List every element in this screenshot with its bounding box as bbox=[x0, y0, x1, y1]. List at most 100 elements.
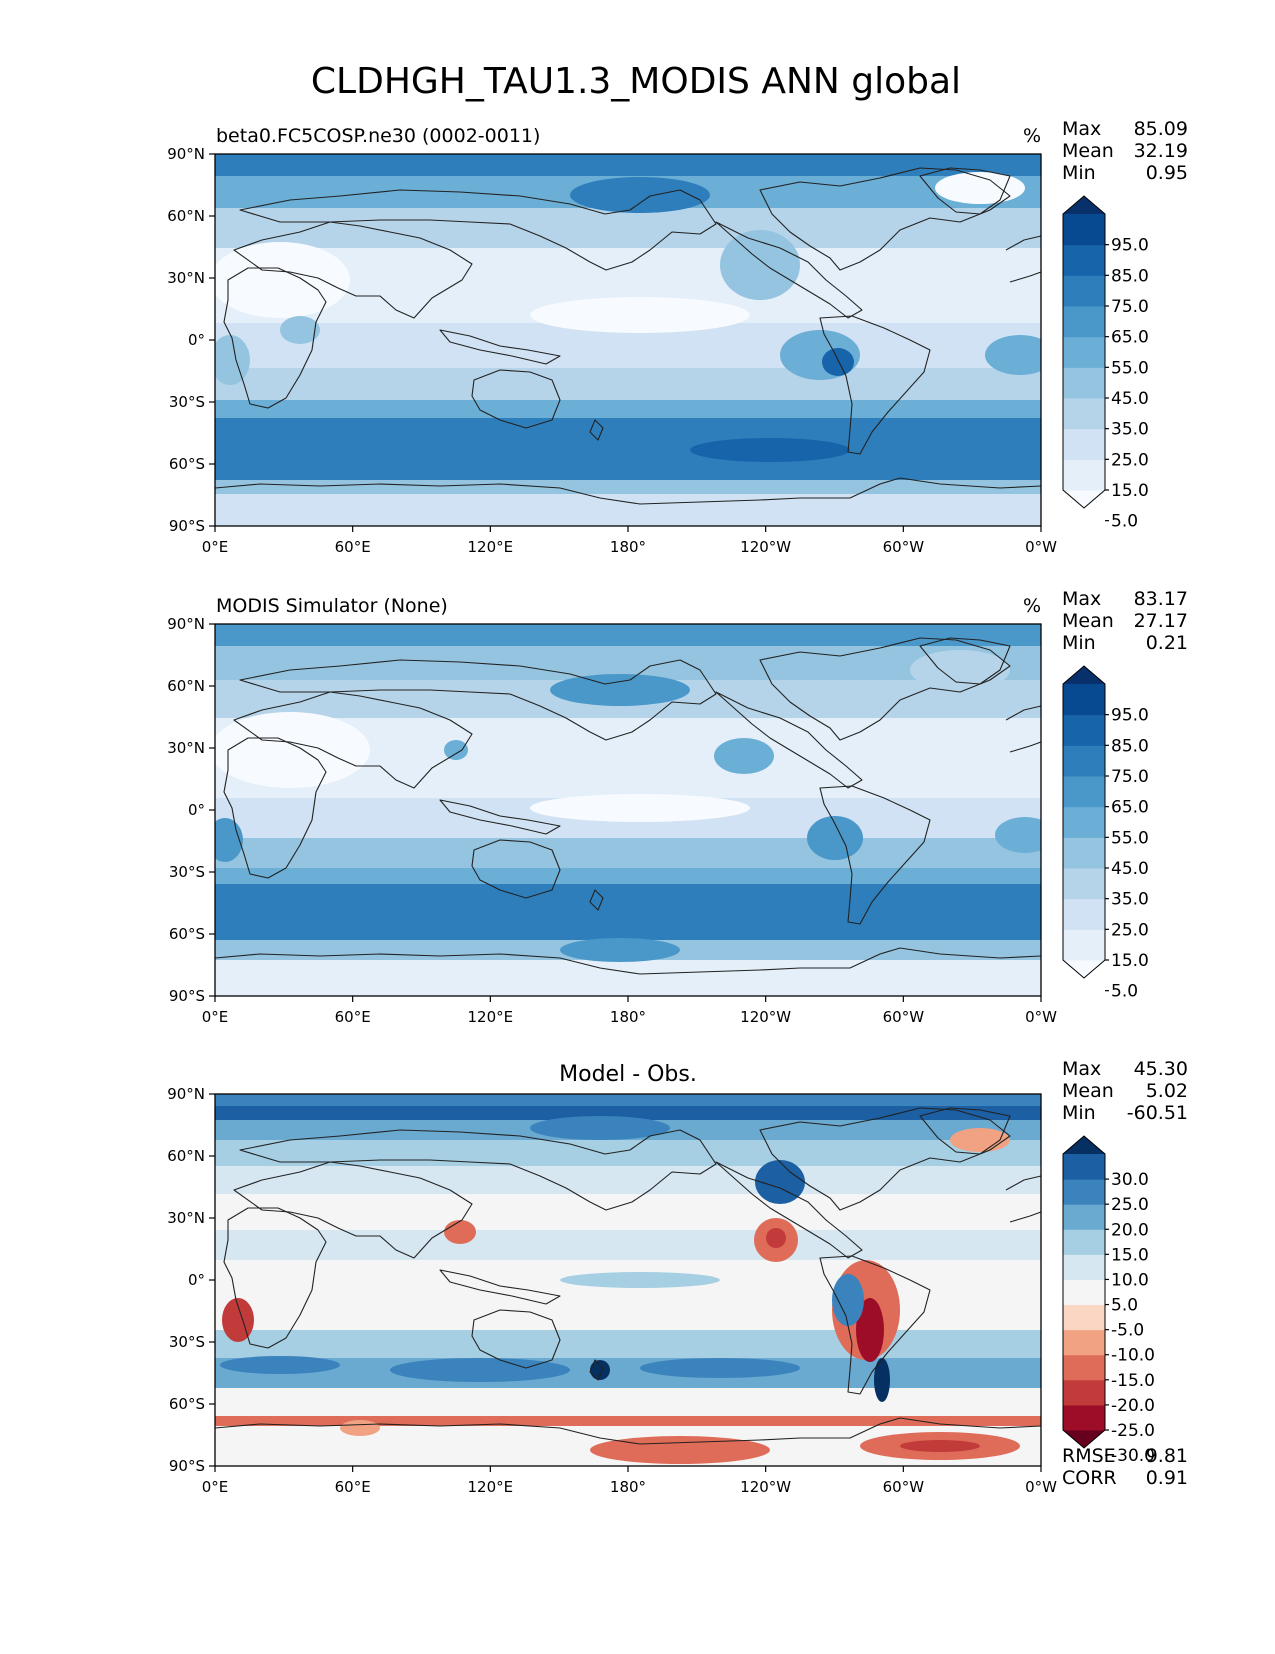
colorbar-segment bbox=[1063, 1204, 1105, 1230]
y-tick-label: 90°N bbox=[167, 145, 205, 163]
units-label: % bbox=[1023, 595, 1041, 617]
figure-title: CLDHGH_TAU1.3_MODIS ANN global bbox=[311, 61, 961, 102]
x-tick-label: 180° bbox=[610, 1008, 646, 1026]
map-field bbox=[215, 154, 1041, 526]
y-tick-label: 90°N bbox=[167, 615, 205, 633]
x-tick-label: 60°W bbox=[883, 1478, 925, 1496]
y-axis: 90°N 60°N 30°N 0° 30°S 60°S 90°S bbox=[167, 145, 215, 535]
colorbar-segment bbox=[1063, 1279, 1105, 1306]
stats-box: Max 45.30 Mean 5.02 Min -60.51 bbox=[1062, 1058, 1188, 1124]
colorbar-label: 45.0 bbox=[1111, 389, 1149, 409]
colorbar-extend-high bbox=[1063, 1136, 1105, 1154]
stats-box: Max 85.09 Mean 32.19 Min 0.95 bbox=[1062, 118, 1188, 184]
y-tick-label: 0° bbox=[188, 331, 205, 349]
colorbar-label: 45.0 bbox=[1111, 859, 1149, 879]
colorbar-segment bbox=[1063, 459, 1105, 491]
colorbar-segment bbox=[1063, 714, 1105, 746]
error-stats: RMSE 9.81 CORR 0.91 bbox=[1062, 1445, 1188, 1489]
colorbar-segment bbox=[1063, 1404, 1105, 1431]
colorbar-label: 10.0 bbox=[1111, 1270, 1149, 1290]
coastlines bbox=[214, 637, 1042, 975]
colorbar-segment bbox=[1063, 868, 1105, 900]
x-tick-label: 180° bbox=[610, 1478, 646, 1496]
stat-rmse-label: RMSE bbox=[1062, 1445, 1116, 1467]
colorbar-label: 75.0 bbox=[1111, 297, 1149, 317]
colorbar-segment bbox=[1063, 1354, 1105, 1381]
y-tick-label: 90°S bbox=[169, 987, 205, 1005]
colorbar-segment bbox=[1063, 275, 1105, 307]
stat-min-label: Min bbox=[1062, 162, 1096, 184]
y-tick-label: 30°S bbox=[169, 863, 205, 881]
colorbar-label: 55.0 bbox=[1111, 828, 1149, 848]
x-tick-label: 120°E bbox=[468, 538, 514, 556]
colorbar-label: 30.0 bbox=[1111, 1170, 1149, 1190]
units-label: % bbox=[1023, 125, 1041, 147]
colorbar-segment bbox=[1063, 306, 1105, 338]
y-tick-label: 90°S bbox=[169, 1457, 205, 1475]
colorbar: 95.0 85.0 75.0 65.0 55.0 45.0 35.0 25.0 15.0 5.0 bbox=[1062, 195, 1149, 532]
y-tick-label: 60°S bbox=[169, 925, 205, 943]
x-axis: 0°E 60°E 120°E 180° 120°W 60°W 0°W bbox=[202, 996, 1057, 1026]
colorbar-label: 15.0 bbox=[1111, 951, 1149, 971]
colorbar-extend-low bbox=[1063, 490, 1105, 508]
stat-mean-label: Mean bbox=[1062, 1080, 1114, 1102]
colorbar-segment bbox=[1063, 244, 1105, 276]
colorbar-label: 25.0 bbox=[1111, 1195, 1149, 1215]
stat-max-value: 85.09 bbox=[1134, 118, 1188, 140]
colorbar-segment bbox=[1063, 837, 1105, 869]
colorbar-segment bbox=[1063, 336, 1105, 368]
stat-max-value: 45.30 bbox=[1134, 1058, 1188, 1080]
colorbar-label: 75.0 bbox=[1111, 767, 1149, 787]
colorbar-segment bbox=[1063, 776, 1105, 808]
panel-diff: Model - Obs. bbox=[167, 1058, 1188, 1496]
colorbar-label: 95.0 bbox=[1111, 706, 1149, 726]
x-tick-label: 60°W bbox=[883, 538, 925, 556]
y-tick-label: 30°S bbox=[169, 393, 205, 411]
stat-mean-value: 5.02 bbox=[1146, 1080, 1188, 1102]
colorbar-label: -25.0 bbox=[1111, 1421, 1155, 1441]
colorbar-label: 25.0 bbox=[1111, 920, 1149, 940]
colorbar-segment bbox=[1063, 1229, 1105, 1255]
stat-mean-value: 27.17 bbox=[1134, 610, 1188, 632]
stat-mean-value: 32.19 bbox=[1134, 140, 1188, 162]
y-tick-label: 0° bbox=[188, 801, 205, 819]
colorbar-extend-low bbox=[1063, 1430, 1105, 1448]
panel-test: beta0.FC5COSP.ne30 (0002-0011) % bbox=[167, 118, 1188, 556]
x-axis: 0°E 60°E 120°E 180° 120°W 60°W 0°W bbox=[202, 526, 1057, 556]
x-tick-label: 120°W bbox=[740, 1008, 791, 1026]
stat-rmse-value: 9.81 bbox=[1146, 1445, 1188, 1467]
stats-box: Max 83.17 Mean 27.17 Min 0.21 bbox=[1062, 588, 1188, 654]
colorbar-label: 65.0 bbox=[1111, 798, 1149, 818]
stat-max-label: Max bbox=[1062, 588, 1101, 610]
y-tick-label: 30°S bbox=[169, 1333, 205, 1351]
colorbar-extend-high bbox=[1063, 196, 1105, 214]
stat-max-value: 83.17 bbox=[1134, 588, 1188, 610]
colorbar-label: -15.0 bbox=[1111, 1371, 1155, 1391]
x-tick-label: 120°W bbox=[740, 538, 791, 556]
colorbar-segment bbox=[1063, 1379, 1105, 1406]
colorbar-extend-high bbox=[1063, 666, 1105, 684]
colorbar-extend-low bbox=[1063, 960, 1105, 978]
y-tick-label: 60°N bbox=[167, 207, 205, 225]
x-tick-label: 60°E bbox=[335, 538, 371, 556]
colorbar-label: 25.0 bbox=[1111, 450, 1149, 470]
colorbar-label: 5.0 bbox=[1111, 982, 1138, 1002]
colorbar-segment bbox=[1063, 398, 1105, 430]
colorbar-segment bbox=[1063, 1329, 1105, 1356]
colorbar-label: -20.0 bbox=[1111, 1396, 1155, 1416]
x-tick-label: 60°E bbox=[335, 1478, 371, 1496]
coastlines bbox=[214, 167, 1042, 505]
y-tick-label: 30°N bbox=[167, 739, 205, 757]
x-tick-label: 0°W bbox=[1025, 538, 1057, 556]
y-tick-label: 60°S bbox=[169, 1395, 205, 1413]
colorbar-label: 20.0 bbox=[1111, 1220, 1149, 1240]
y-axis: 90°N 60°N 30°N 0° 30°S 60°S 90°S bbox=[167, 615, 215, 1005]
stat-mean-label: Mean bbox=[1062, 140, 1114, 162]
x-tick-label: 0°E bbox=[202, 538, 229, 556]
colorbar-segment bbox=[1063, 214, 1105, 246]
colorbar-label: -30.0 bbox=[1111, 1446, 1155, 1466]
stat-corr-label: CORR bbox=[1062, 1467, 1117, 1489]
y-tick-label: 90°N bbox=[167, 1085, 205, 1103]
stat-min-value: 0.21 bbox=[1146, 632, 1188, 654]
